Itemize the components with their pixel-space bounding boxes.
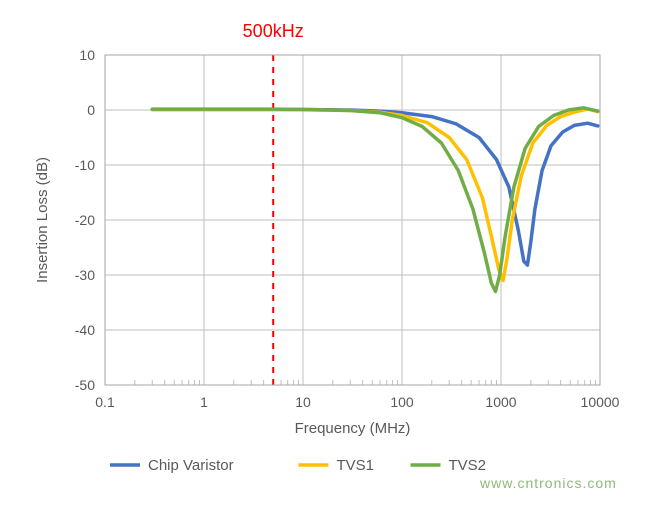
legend-label: Chip Varistor <box>148 457 234 474</box>
y-tick-label: 10 <box>79 47 95 63</box>
y-tick-label: -10 <box>75 157 95 173</box>
y-tick-label: -40 <box>75 322 95 338</box>
y-tick-label: -20 <box>75 212 95 228</box>
legend-label: TVS1 <box>337 457 375 474</box>
x-axis-label: Frequency (MHz) <box>295 420 411 437</box>
watermark-text: www.cntronics.com <box>480 475 617 491</box>
x-tick-label: 100 <box>390 394 414 410</box>
y-tick-label: 0 <box>87 102 95 118</box>
insertion-loss-chart: -50 -40 -30 -20 -10 0 10 0.1 1 10 100 1000 10000 500k… <box>0 0 647 505</box>
annotation-label: 500kHz <box>243 21 304 41</box>
x-tick-label: 1 <box>200 394 208 410</box>
y-axis-label: Insertion Loss (dB) <box>34 157 51 283</box>
x-tick-label: 10 <box>295 394 311 410</box>
x-tick-label: 10000 <box>581 394 620 410</box>
y-tick-label: -50 <box>75 377 95 393</box>
legend-label: TVS2 <box>449 457 487 474</box>
x-tick-label: 0.1 <box>95 394 115 410</box>
x-tick-label: 1000 <box>485 394 516 410</box>
y-tick-label: -30 <box>75 267 95 283</box>
